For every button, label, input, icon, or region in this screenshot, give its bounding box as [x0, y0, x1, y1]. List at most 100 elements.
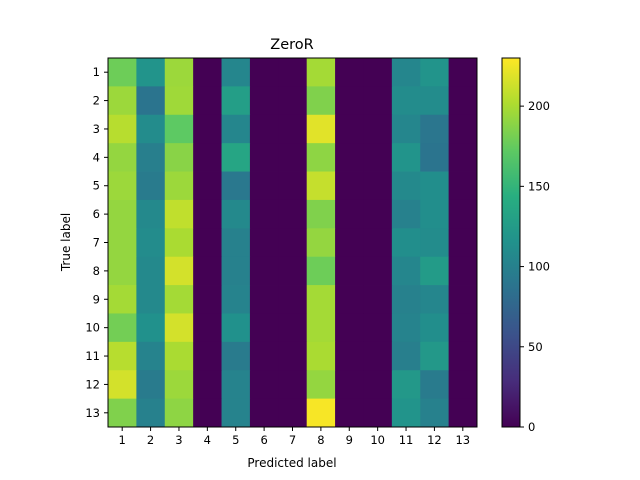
heatmap-cell — [221, 341, 251, 371]
heatmap-cell — [335, 58, 364, 87]
y-tick-label: 1 — [93, 65, 100, 79]
heatmap-cell — [249, 199, 279, 229]
y-tick-label: 13 — [85, 406, 100, 420]
heatmap-cell — [335, 228, 364, 258]
heatmap-cell — [249, 285, 279, 314]
heatmap-cell — [249, 341, 279, 371]
heatmap-cell — [108, 256, 137, 286]
heatmap-cell — [164, 313, 194, 343]
y-tick-label: 10 — [85, 321, 100, 335]
heatmap-cell — [335, 313, 364, 343]
heatmap-cell — [448, 313, 478, 343]
heatmap-cell — [306, 256, 336, 286]
heatmap-cell — [391, 58, 421, 87]
heatmap-cell — [306, 114, 336, 144]
heatmap-cell — [391, 114, 421, 144]
heatmap-cell — [278, 58, 308, 87]
heatmap-cell — [278, 228, 308, 258]
heatmap-cell — [249, 313, 279, 343]
heatmap-cell — [193, 313, 222, 343]
heatmap-cell — [335, 256, 364, 286]
heatmap-cell — [335, 114, 364, 144]
heatmap-cell — [193, 114, 222, 144]
heatmap-cell — [164, 86, 194, 116]
colorbar-ticks: 0 50 100 150 200 — [520, 99, 550, 434]
heatmap-cell — [221, 256, 251, 286]
heatmap-cell — [136, 58, 166, 87]
heatmap-cell — [221, 86, 251, 116]
heatmap-cells — [108, 58, 478, 428]
heatmap-cell — [306, 143, 336, 172]
y-tick-label: 6 — [93, 207, 100, 221]
heatmap-cell — [278, 370, 308, 400]
x-tick-label: 13 — [455, 433, 470, 447]
heatmap-cell — [363, 341, 393, 371]
heatmap-cell — [136, 256, 166, 286]
heatmap-cell — [420, 171, 450, 201]
heatmap-cell — [335, 398, 364, 428]
heatmap-cell — [448, 114, 478, 144]
heatmap-cell — [164, 341, 194, 371]
heatmap-cell — [306, 398, 336, 428]
heatmap-cell — [136, 370, 166, 400]
heatmap-cell — [249, 370, 279, 400]
heatmap-cell — [335, 86, 364, 116]
heatmap-cell — [391, 143, 421, 172]
heatmap-cell — [108, 143, 137, 172]
heatmap-cell — [193, 256, 222, 286]
y-tick-label: 3 — [93, 122, 100, 136]
heatmap-cell — [136, 285, 166, 314]
colorbar-tick-label: 50 — [528, 340, 543, 354]
heatmap-cell — [136, 171, 166, 201]
heatmap-cell — [278, 114, 308, 144]
heatmap-cell — [306, 370, 336, 400]
heatmap-cell — [249, 256, 279, 286]
heatmap-cell — [306, 341, 336, 371]
heatmap-cell — [420, 228, 450, 258]
x-tick-label: 6 — [260, 433, 267, 447]
heatmap-cell — [221, 143, 251, 172]
heatmap-cell — [420, 370, 450, 400]
heatmap-cell — [164, 398, 194, 428]
heatmap-cell — [391, 398, 421, 428]
heatmap-cell — [164, 285, 194, 314]
x-tick-label: 11 — [399, 433, 414, 447]
heatmap-cell — [193, 398, 222, 428]
heatmap-cell — [136, 86, 166, 116]
heatmap-cell — [249, 171, 279, 201]
heatmap-cell — [391, 228, 421, 258]
y-tick-label: 2 — [93, 94, 100, 108]
y-tick-label: 8 — [93, 264, 100, 278]
heatmap-cell — [420, 256, 450, 286]
heatmap-cell — [193, 341, 222, 371]
heatmap-cell — [335, 370, 364, 400]
x-tick-label: 7 — [289, 433, 296, 447]
heatmap-cell — [306, 199, 336, 229]
heatmap-cell — [448, 58, 478, 87]
heatmap-cell — [363, 256, 393, 286]
heatmap-cell — [420, 58, 450, 87]
heatmap-cell — [363, 171, 393, 201]
heatmap-cell — [249, 398, 279, 428]
heatmap-cell — [448, 143, 478, 172]
heatmap-cell — [249, 58, 279, 87]
x-tick-label: 5 — [232, 433, 239, 447]
heatmap-cell — [164, 171, 194, 201]
heatmap-cell — [221, 228, 251, 258]
heatmap-cell — [193, 58, 222, 87]
heatmap-cell — [363, 398, 393, 428]
heatmap-cell — [136, 114, 166, 144]
heatmap-cell — [391, 86, 421, 116]
heatmap-cell — [136, 228, 166, 258]
heatmap-cell — [164, 199, 194, 229]
heatmap-cell — [108, 313, 137, 343]
heatmap-cell — [108, 341, 137, 371]
heatmap-cell — [221, 171, 251, 201]
x-tick-label: 2 — [147, 433, 154, 447]
heatmap-cell — [420, 398, 450, 428]
heatmap-cell — [108, 285, 137, 314]
heatmap-cell — [363, 313, 393, 343]
heatmap-cell — [278, 285, 308, 314]
